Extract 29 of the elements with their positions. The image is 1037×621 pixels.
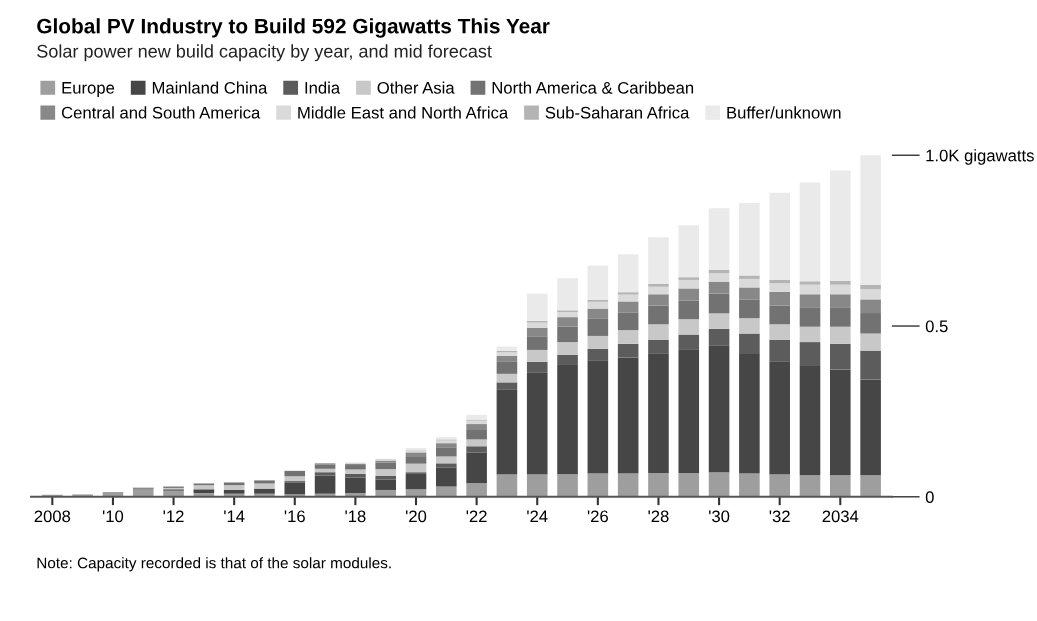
x-tick-label: '18 — [345, 510, 366, 523]
x-tick-label: '10 — [102, 510, 124, 523]
legend-label: North America & Caribbean — [492, 81, 694, 94]
chart-title: Global PV Industry to Build 592 Gigawatts This Year — [37, 18, 550, 38]
x-tick-label: '12 — [163, 510, 184, 523]
x-tick-label: '30 — [709, 510, 730, 523]
x-tick-label: '32 — [769, 510, 790, 523]
legend-label: Europe — [62, 82, 115, 98]
legend-label: Middle East and North Africa — [298, 106, 509, 119]
x-tick-label: 2008 — [34, 510, 71, 523]
x-tick-label: '24 — [527, 510, 548, 523]
x-tick-label: '16 — [284, 510, 305, 523]
x-tick-label: '20 — [405, 510, 427, 523]
chart-subtitle: Solar power new build capacity by year, and mid forecast — [37, 44, 492, 62]
y-tick-label: 1.0K gigawatts — [926, 149, 1034, 165]
y-tick-label: 0.5 — [925, 320, 948, 333]
x-tick-label: '14 — [224, 510, 245, 523]
text: Note: Capacity recorded is that of the solar modules. — [37, 557, 391, 572]
legend-label: Mainland China — [152, 81, 268, 94]
legend-label: Sub-Saharan Africa — [545, 106, 690, 119]
x-tick-label: '22 — [466, 510, 487, 523]
x-tick-label: '26 — [587, 510, 608, 523]
x-tick-label: '28 — [648, 510, 669, 523]
legend-label: Buffer/unknown — [727, 106, 841, 119]
y-tick-label: 0 — [925, 491, 934, 503]
x-tick-label: 2034 — [822, 510, 859, 523]
legend-label: Other Asia — [377, 81, 455, 94]
legend-label: Central and South America — [61, 106, 261, 119]
legend-label: India — [305, 81, 341, 94]
